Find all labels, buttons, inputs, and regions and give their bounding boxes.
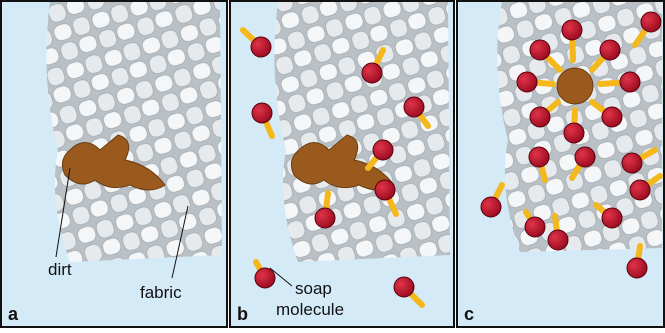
soap-head (252, 103, 272, 123)
soap-head (375, 180, 395, 200)
soap-head (548, 230, 568, 250)
annotation: soap (295, 279, 332, 298)
fabric (274, 2, 450, 262)
soap-head (622, 153, 642, 173)
soap-head (481, 197, 501, 217)
soap-head (251, 37, 271, 57)
figure: dirt fabric soap molecule a b c (0, 0, 665, 328)
annotation: fabric (140, 283, 182, 302)
soap-head (575, 147, 595, 167)
soap-head (394, 277, 414, 297)
panel-label: b (237, 304, 248, 324)
soap-head (602, 107, 622, 127)
soap-head (602, 208, 622, 228)
soap-head (525, 217, 545, 237)
soap-head (404, 97, 424, 117)
soap-head (620, 72, 640, 92)
soap-head (627, 258, 647, 278)
annotation: dirt (48, 260, 72, 279)
soap-head (564, 123, 584, 143)
soap-head (641, 12, 661, 32)
panel-label: a (8, 304, 19, 324)
soap-head (362, 63, 382, 83)
soap-head (315, 208, 335, 228)
panel-label: c (464, 304, 474, 324)
fabric (46, 2, 222, 262)
soap-head (530, 107, 550, 127)
soap-head (373, 140, 393, 160)
soap-head (562, 20, 582, 40)
soap-head (529, 147, 549, 167)
annotation: molecule (276, 300, 344, 319)
soap-head (255, 268, 275, 288)
soap-head (530, 40, 550, 60)
soap-head (600, 40, 620, 60)
soap-head (517, 72, 537, 92)
dirt (557, 68, 593, 104)
soap-head (630, 180, 650, 200)
